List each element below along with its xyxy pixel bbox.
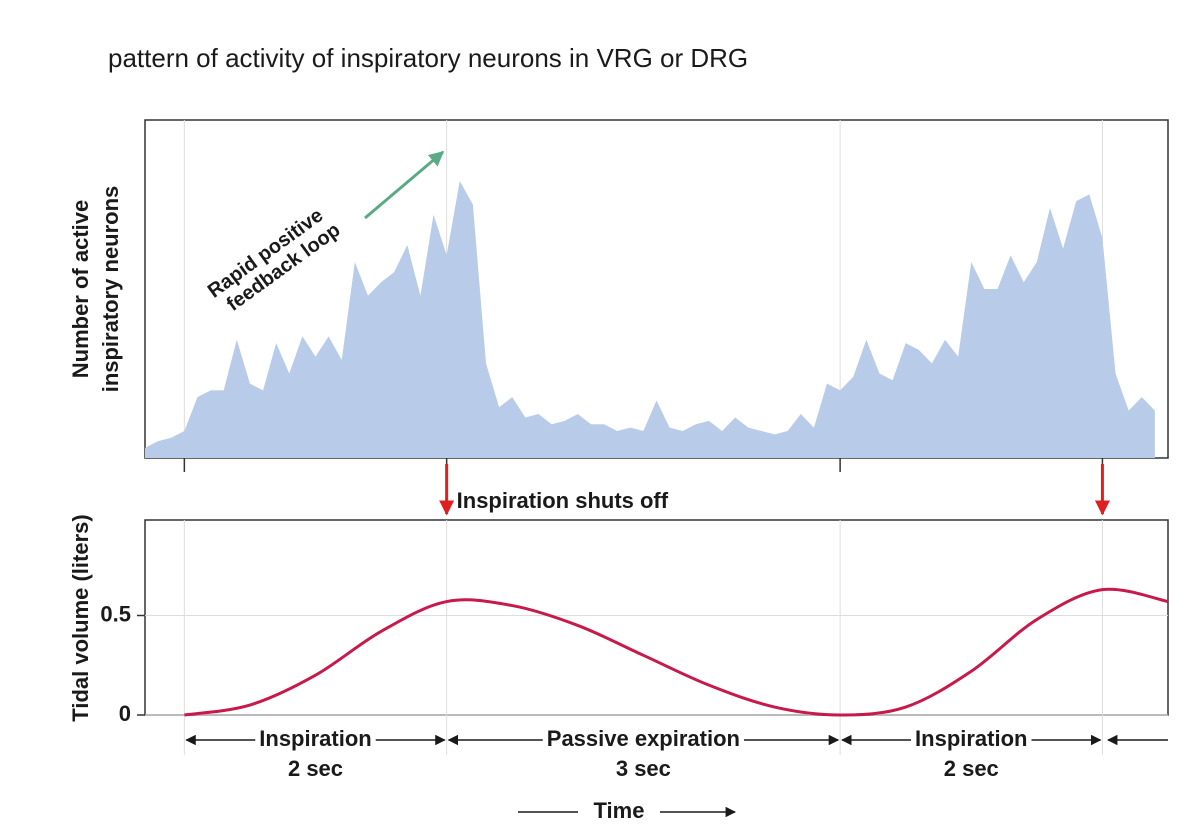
annotation: Inspiration shuts off [457,488,669,513]
tidal-curve [184,587,1169,717]
feedback-arrow [364,150,445,220]
phase-label: Passive expiration [547,726,740,751]
y-axis-label: Number of active [68,200,93,379]
phase-label: Inspiration [915,726,1027,751]
label-background [911,725,1032,751]
activity-area [145,180,1155,458]
phase-duration: 2 sec [944,756,999,781]
y-axis-label: inspiratory neurons [98,186,123,393]
y-tick-label: 0 [119,701,131,726]
phase-duration: 2 sec [288,756,343,781]
x-axis-label: Time [594,798,645,823]
page-title: pattern of activity of inspiratory neuro… [108,43,748,73]
y-tick-label: 0.5 [100,601,131,626]
label-background [542,725,744,751]
y-axis-label: Tidal volume (liters) [68,514,93,721]
label-background [255,725,376,751]
phase-duration: 3 sec [616,756,671,781]
phase-label: Inspiration [259,726,371,751]
